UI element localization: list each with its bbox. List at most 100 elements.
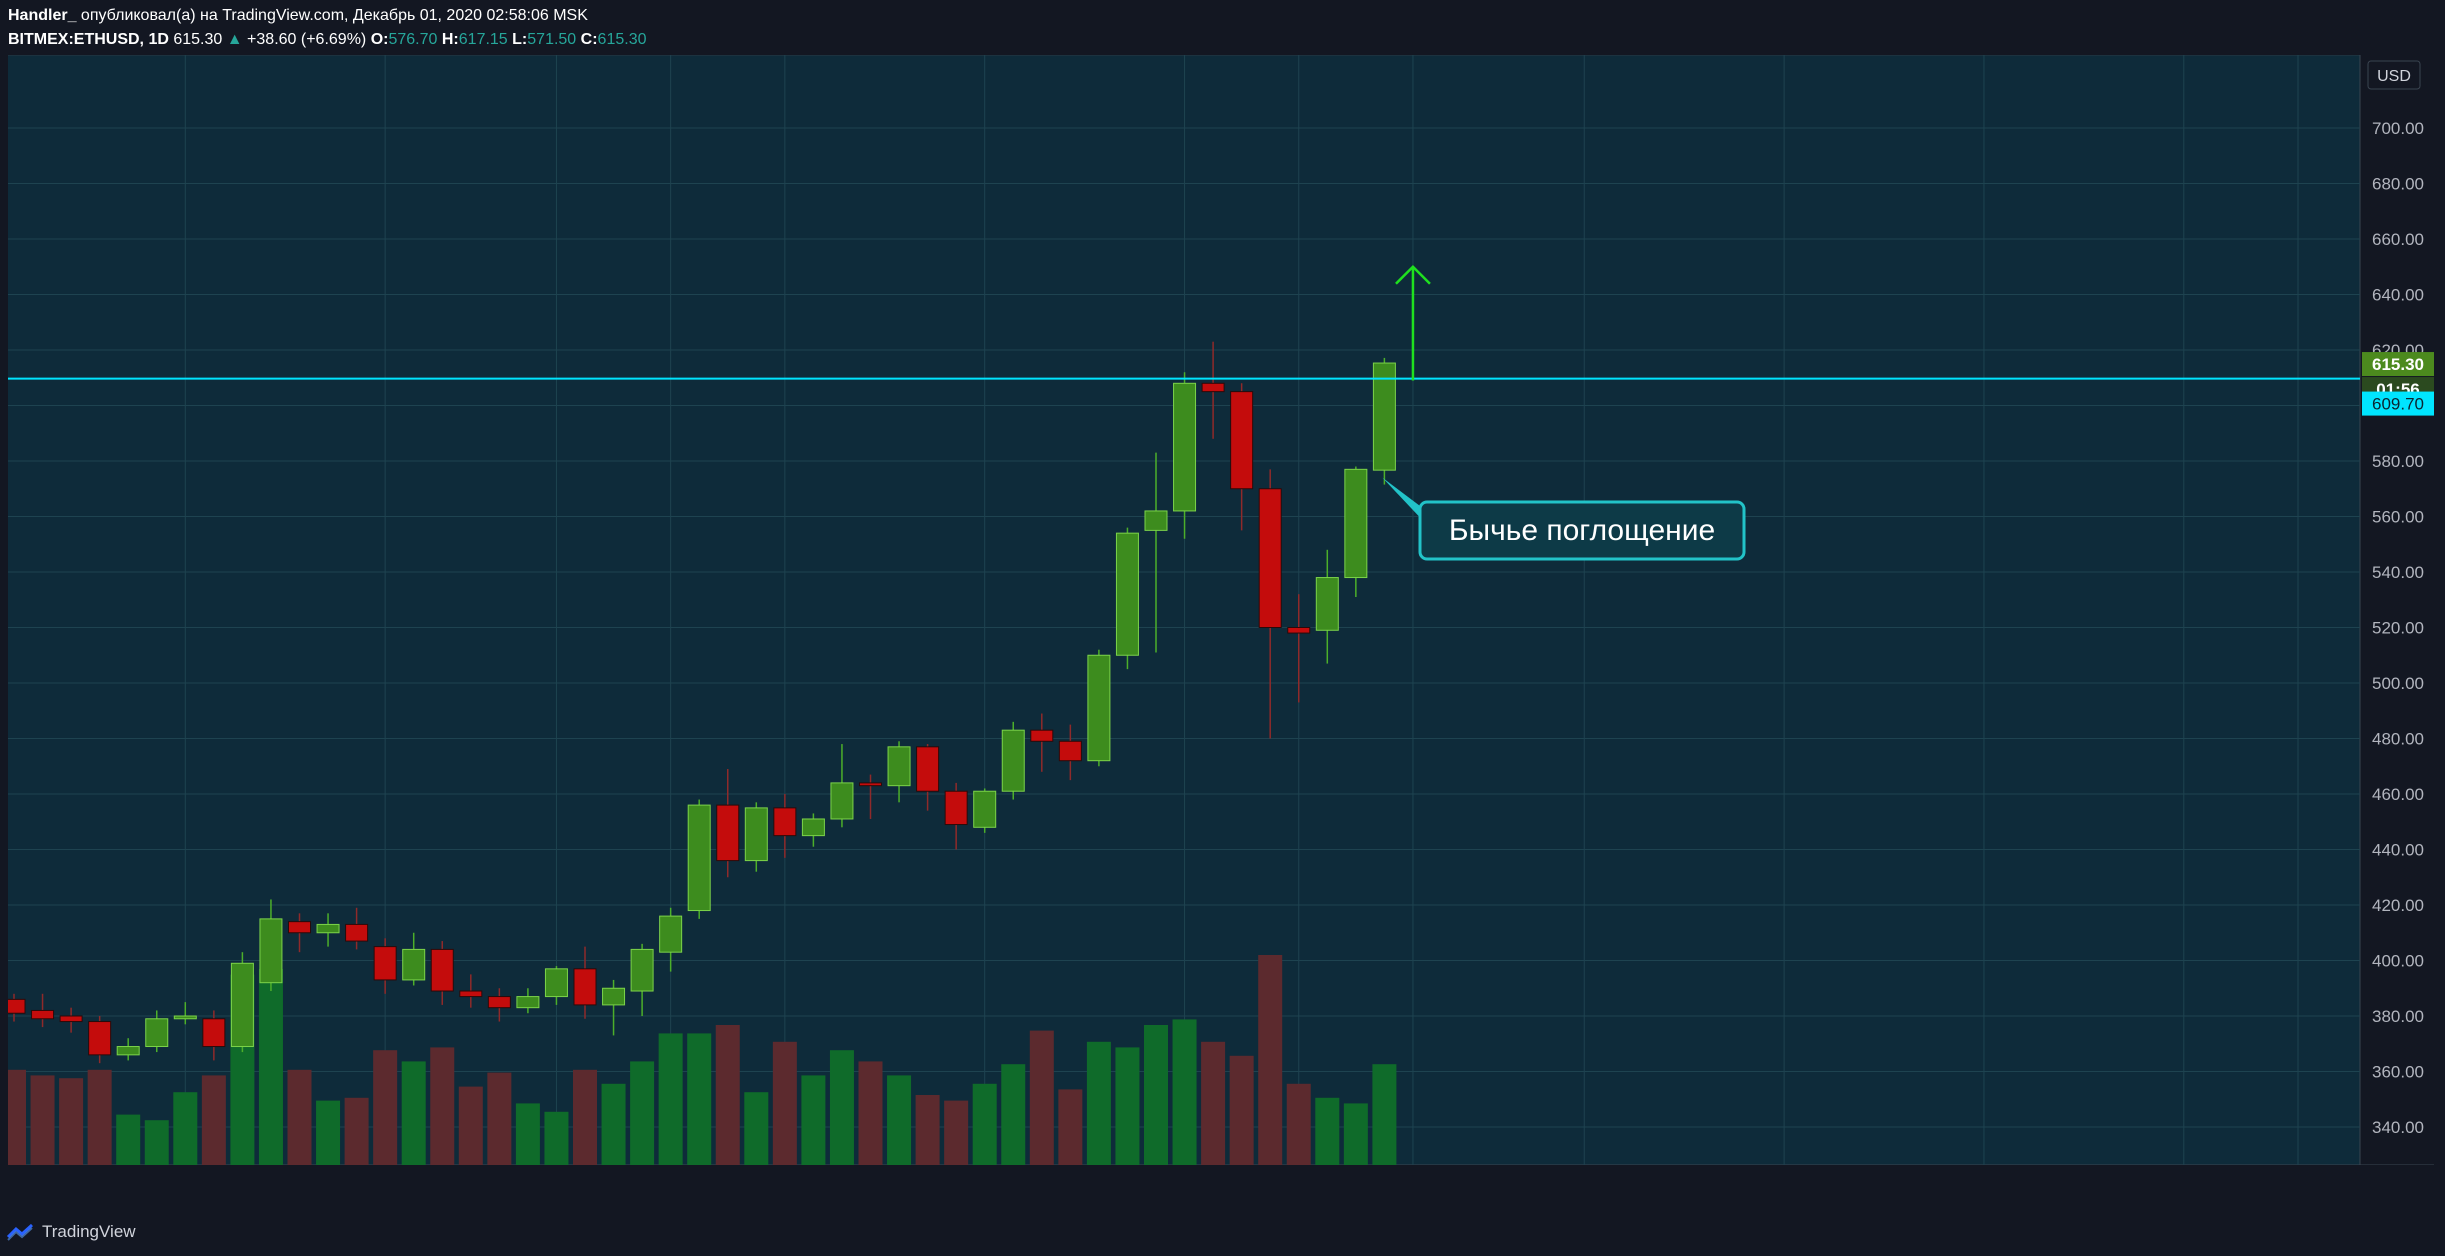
currency-label[interactable]: USD (2377, 68, 2411, 85)
candle-up (744, 807, 768, 862)
candle-up (1173, 382, 1197, 512)
candle-up (1372, 362, 1396, 471)
up-arrow-head (1395, 264, 1431, 285)
candle-down (1030, 729, 1054, 742)
high-label: H: (441, 31, 459, 48)
volume-bar (344, 1097, 369, 1165)
candle-up (230, 962, 254, 1048)
volume-bar (630, 1061, 655, 1165)
open-label: O: (370, 31, 389, 48)
volume-bar (1115, 1047, 1140, 1165)
y-tick-label: 580.00 (2372, 452, 2424, 471)
tradingview-brand[interactable]: TradingView (42, 1222, 136, 1241)
volume-bar (87, 1069, 112, 1165)
volume-bar (1286, 1083, 1311, 1165)
candle-down (716, 804, 740, 862)
volume-bar (573, 1069, 597, 1165)
close-label: C: (580, 31, 598, 48)
candle-up (801, 818, 825, 837)
candle-up (602, 987, 626, 1006)
symbol-line: BITMEX:ETHUSD, 1D 615.30 ▲ +38.60 (+6.69… (8, 28, 2308, 52)
candle-up (259, 918, 283, 984)
volume-bar (401, 1061, 426, 1165)
y-tick-label: 680.00 (2372, 175, 2424, 194)
candle-down (59, 1015, 83, 1023)
candle-up (1001, 729, 1025, 792)
plot-background (8, 55, 2360, 1165)
volume-bar (1086, 1041, 1111, 1165)
last-price-label: 615.30 (2372, 355, 2424, 374)
y-tick-label: 440.00 (2372, 841, 2424, 860)
candle-down (459, 990, 483, 998)
volume-bar (458, 1086, 483, 1165)
y-tick-label: 400.00 (2372, 952, 2424, 971)
tradingview-logo-icon[interactable] (6, 1223, 36, 1241)
symbol-name[interactable]: BITMEX:ETHUSD, 1D (8, 31, 169, 48)
last-price-badge (2362, 352, 2434, 377)
volume-bar (1372, 1064, 1397, 1165)
volume-bar (772, 1041, 797, 1165)
y-tick-label: 660.00 (2372, 230, 2424, 249)
currency-button[interactable] (2367, 60, 2421, 90)
change-up-icon: ▲ (226, 31, 243, 48)
price-change: +38.60 (+6.69%) (247, 31, 367, 48)
volume-bar (30, 1075, 55, 1165)
volume-bar (144, 1120, 169, 1165)
candle-down (31, 1009, 55, 1020)
publish-line: Handler_ опубликовал(а) на TradingView.c… (8, 4, 2308, 28)
y-tick-label: 520.00 (2372, 619, 2424, 638)
author-name[interactable]: Handler_ (8, 7, 77, 24)
footer: TradingView (6, 1218, 136, 1246)
y-tick-label: 480.00 (2372, 730, 2424, 749)
volume-bar (258, 969, 283, 1165)
volume-bar (1229, 1055, 1254, 1165)
candle-up (145, 1018, 169, 1048)
volume-bar (8, 1069, 26, 1165)
volume-bar (1058, 1089, 1083, 1165)
chart-area[interactable]: 340.00 360.00 380.00 400.00 420.00 440.00 460.… (8, 55, 2434, 1165)
volume-bar (915, 1095, 940, 1165)
candle-up (173, 1015, 197, 1020)
candle-down (1058, 740, 1082, 762)
volume-bar (173, 1092, 198, 1165)
volume-bar (858, 1061, 883, 1165)
volume-bar (1258, 955, 1283, 1165)
candlestick-chart[interactable]: 340.00 360.00 380.00 400.00 420.00 440.00 460.… (8, 55, 2434, 1165)
candle-down (487, 996, 511, 1009)
close-value: 615.30 (597, 31, 647, 48)
volume-bar (201, 1075, 226, 1165)
y-tick-label: 540.00 (2372, 563, 2424, 582)
volume-bar (972, 1083, 997, 1165)
volume-bar (1315, 1097, 1340, 1165)
candle-down (1287, 627, 1311, 634)
candle-up (630, 948, 654, 992)
candle-down (1230, 391, 1254, 490)
volume-bar (887, 1075, 912, 1165)
volume-bar (658, 1033, 683, 1165)
volume-bar (116, 1114, 141, 1165)
volume-bar (687, 1033, 712, 1165)
callout-text: Бычье поглощение (1449, 514, 1715, 547)
volume-bar (1343, 1103, 1368, 1165)
candle-down (773, 807, 797, 837)
price-scale-background (2360, 55, 2434, 1165)
volume-bar (287, 1069, 312, 1165)
candle-up (687, 804, 711, 912)
publish-info: опубликовал(а) на TradingView.com, Декаб… (76, 7, 588, 24)
y-tick-label: 500.00 (2372, 674, 2424, 693)
volume-bar (715, 1025, 740, 1165)
candle-down (202, 1018, 226, 1048)
candle-down (944, 790, 968, 826)
volume-bar (1172, 1019, 1197, 1165)
low-value: 571.50 (527, 31, 577, 48)
volume-bar (801, 1075, 826, 1165)
level-price-badge (2362, 391, 2434, 416)
y-tick-label: 380.00 (2372, 1007, 2424, 1026)
candle-up (1144, 510, 1168, 531)
volume-bar (744, 1092, 769, 1165)
callout-box (1418, 500, 1746, 561)
candle-up (544, 968, 568, 998)
volume-bar (1201, 1041, 1226, 1165)
volume-bar (316, 1100, 341, 1165)
candle-up (316, 923, 340, 934)
